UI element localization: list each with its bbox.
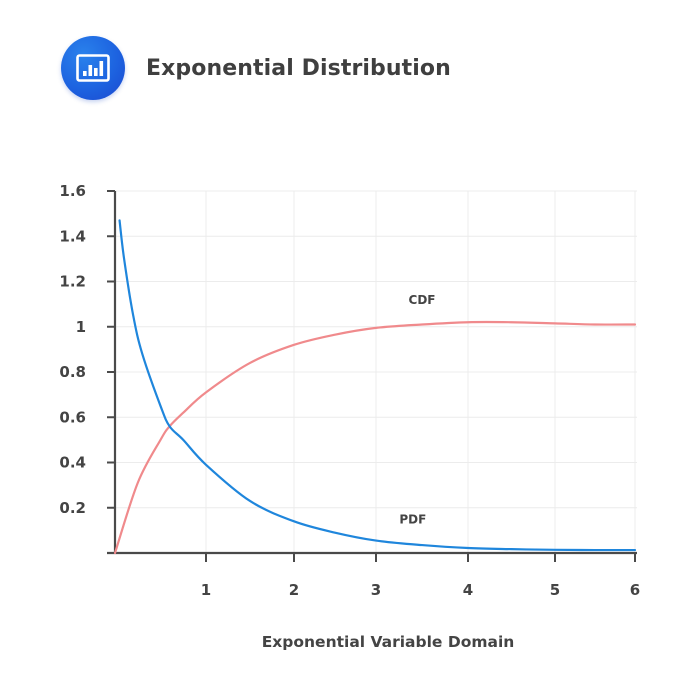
bar-chart-icon (61, 36, 125, 100)
y-tick-label: 0.8 (59, 363, 86, 381)
tick-labels: 0.2 0.4 0.6 0.8 1 1.2 1.4 1.6 1 2 3 4 5 6 (59, 182, 640, 599)
x-tick-label: 1 (201, 581, 211, 599)
axes (107, 190, 637, 562)
x-tick-label: 6 (630, 581, 640, 599)
y-tick-label: 1.4 (59, 227, 86, 245)
pdf-curve (118, 219, 637, 552)
x-tick-label: 4 (463, 581, 473, 599)
y-tick-label: 0.4 (59, 454, 86, 472)
chart-header: Exponential Distribution (61, 36, 451, 100)
x-tick-label: 5 (550, 581, 560, 599)
series-labels: CDF PDF (399, 293, 435, 526)
y-tick-label: 1 (76, 318, 86, 336)
x-tick-label: 2 (289, 581, 299, 599)
grid-lines (115, 190, 637, 553)
cdf-label: CDF (409, 293, 436, 307)
series (113, 219, 637, 555)
y-tick-label: 1.6 (59, 182, 86, 200)
pdf-label: PDF (399, 513, 426, 527)
y-tick-label: 0.6 (59, 408, 86, 426)
chart-title: Exponential Distribution (146, 55, 451, 81)
y-tick-label: 0.2 (59, 499, 86, 517)
cdf-curve (113, 320, 637, 555)
x-tick-label: 3 (371, 581, 381, 599)
x-axis-label: Exponential Variable Domain (261, 633, 515, 651)
y-tick-label: 1.2 (59, 273, 86, 291)
